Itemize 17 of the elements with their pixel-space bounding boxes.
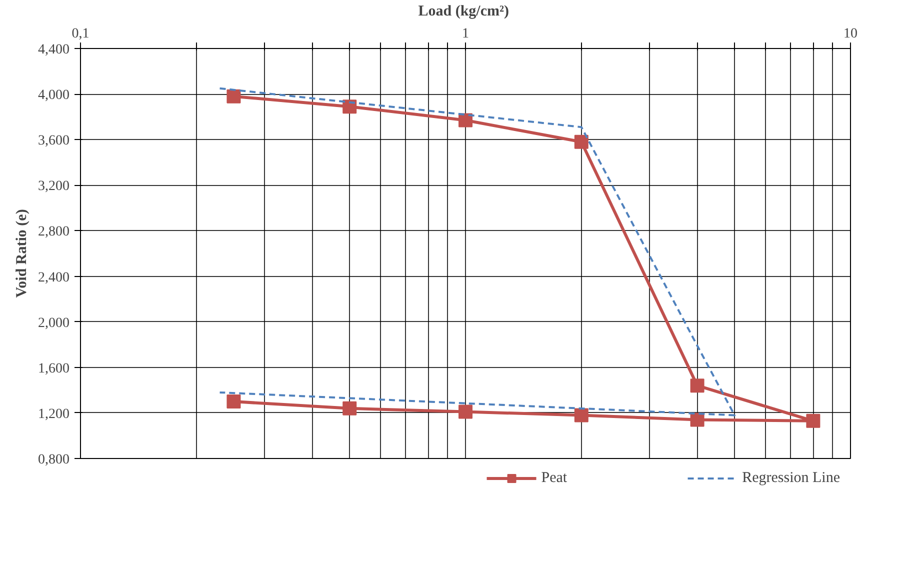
legend-label: Peat	[541, 470, 568, 486]
y-tick-label: 2,000	[38, 316, 70, 331]
y-axis-title: Void Ratio (e)	[14, 209, 30, 298]
y-tick-label: 0,800	[38, 452, 70, 468]
y-tick-label: 2,400	[38, 270, 70, 286]
x-axis-title: Load (kg/cm²)	[418, 4, 510, 20]
y-tick-label: 3,600	[38, 134, 70, 149]
legend-label: Regression Line	[742, 470, 840, 486]
y-tick-label: 3,200	[38, 179, 70, 194]
y-tick-label: 2,800	[38, 224, 70, 240]
x-tick-label: 10	[844, 26, 858, 42]
y-tick-label: 4,400	[38, 42, 70, 58]
y-tick-label: 1,200	[38, 406, 70, 422]
x-tick-label: 1	[462, 26, 469, 42]
x-tick-label: 0,1	[72, 26, 90, 42]
y-tick-label: 4,000	[38, 88, 70, 104]
y-tick-label: 1,600	[38, 361, 70, 376]
